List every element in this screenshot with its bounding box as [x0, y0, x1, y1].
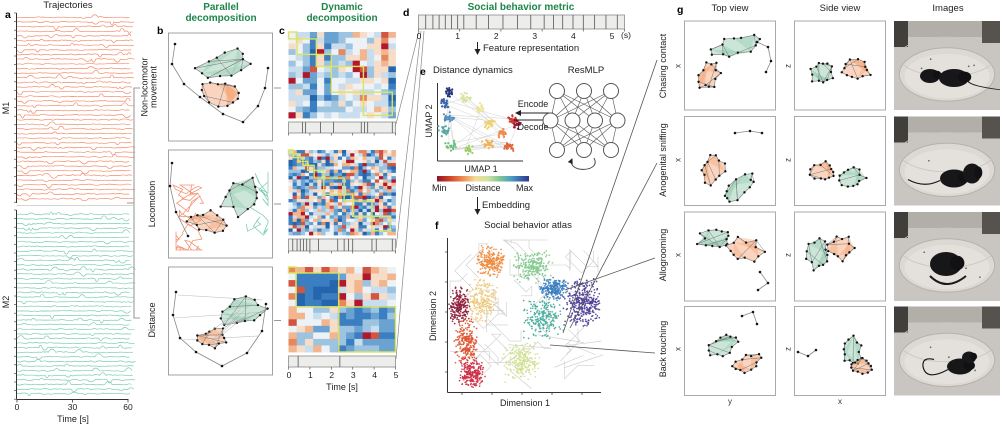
- a-x-tick-labels: 0 30 60: [14, 402, 133, 412]
- encode-label: Encode: [517, 99, 549, 109]
- g-top-axis-1: x: [673, 64, 683, 68]
- panel-e-letter: e: [420, 66, 426, 78]
- resmlp-title: ResMLP: [567, 65, 605, 76]
- b-row-label-distance: Distance: [147, 302, 158, 338]
- g-row-label-anogenital: Anogenital sniffing: [658, 123, 669, 197]
- axis-tick-label: 0: [286, 370, 292, 380]
- umap2-axis-label: UMAP 2: [424, 104, 435, 138]
- panel-d-title: Social behavior metric: [467, 2, 575, 13]
- axis-tick-label: 30: [67, 402, 78, 412]
- axis-tick-label: 5: [393, 370, 399, 380]
- umap1-axis-label: UMAP 1: [464, 164, 498, 174]
- g-side-axis-4: z: [783, 347, 793, 351]
- atlas-title: Social behavior atlas: [484, 220, 572, 231]
- axis-tick-label: 4: [571, 31, 576, 41]
- colorbar-max-label: Max: [516, 183, 534, 193]
- g-side-bottom-axis: x: [838, 397, 842, 406]
- b-row-label-locomotion: Locomotion: [147, 180, 158, 228]
- g-top-axis-2: x: [673, 158, 683, 162]
- axis-tick-label: 4: [372, 370, 377, 380]
- axis-tick-label: 1: [455, 31, 460, 41]
- c-x-tick-labels: 0 1 2 3 4 5: [286, 370, 399, 380]
- panel-f-letter: f: [435, 220, 439, 232]
- a-x-axis-label: Time [s]: [57, 414, 89, 424]
- embedding-label: Embedding: [482, 200, 531, 211]
- side-view-header: Side view: [819, 3, 861, 14]
- d-x-tick-labels: 0 1 2 3 4 5: [416, 31, 615, 41]
- c-x-axis-label: Time [s]: [326, 382, 358, 392]
- panel-d-letter: d: [403, 7, 410, 19]
- colorbar-title: Distance: [465, 183, 501, 193]
- g-side-axis-1: z: [783, 64, 793, 68]
- d-x-unit: (s): [621, 30, 631, 40]
- g-top-bottom-axis: y: [728, 397, 732, 406]
- colorbar-min-label: Min: [432, 183, 447, 193]
- panel-a-title: Trajectories: [43, 0, 93, 11]
- axis-tick-label: 3: [350, 370, 356, 380]
- panel-c-title: Dynamic decomposition: [306, 2, 378, 25]
- axis-tick-label: 2: [329, 370, 335, 380]
- g-top-axis-3: x: [673, 253, 683, 257]
- axis-tick-label: 2: [493, 31, 499, 41]
- distance-dynamics-label: Distance dynamics: [433, 65, 513, 76]
- g-side-axis-2: z: [783, 158, 793, 162]
- axis-tick-label: 1: [308, 370, 313, 380]
- panel-b-title: Parallel decomposition: [185, 2, 257, 25]
- top-view-header: Top view: [711, 3, 749, 14]
- panel-c-letter: c: [279, 25, 285, 37]
- panel-b-letter: b: [157, 25, 164, 37]
- g-row-label-chasing: Chasing contact: [658, 33, 669, 99]
- b-row-label-nonlocomotor: Non-locomotor movement: [139, 57, 159, 117]
- panel-g-letter: g: [677, 4, 684, 16]
- axis-tick-label: 0: [14, 402, 20, 412]
- g-row-label-backtouching: Back touching: [658, 320, 669, 378]
- dimension2-axis-label: Dimension 2: [428, 290, 439, 342]
- decode-label: Decode: [517, 122, 549, 132]
- axis-tick-label: 60: [123, 402, 133, 412]
- m2-label: M2: [1, 295, 12, 309]
- axis-tick-label: 3: [532, 31, 538, 41]
- g-row-label-allogrooming: Allogrooming: [658, 228, 669, 282]
- panel-a-letter: a: [5, 9, 11, 21]
- axis-tick-label: 0: [416, 31, 422, 41]
- dimension1-axis-label: Dimension 1: [499, 398, 551, 408]
- images-header: Images: [932, 3, 964, 14]
- g-side-axis-3: z: [783, 253, 793, 257]
- m1-label: M1: [1, 101, 12, 115]
- axis-tick-label: 5: [609, 31, 615, 41]
- g-top-axis-4: x: [673, 347, 683, 351]
- feature-representation-label: Feature representation: [483, 43, 580, 54]
